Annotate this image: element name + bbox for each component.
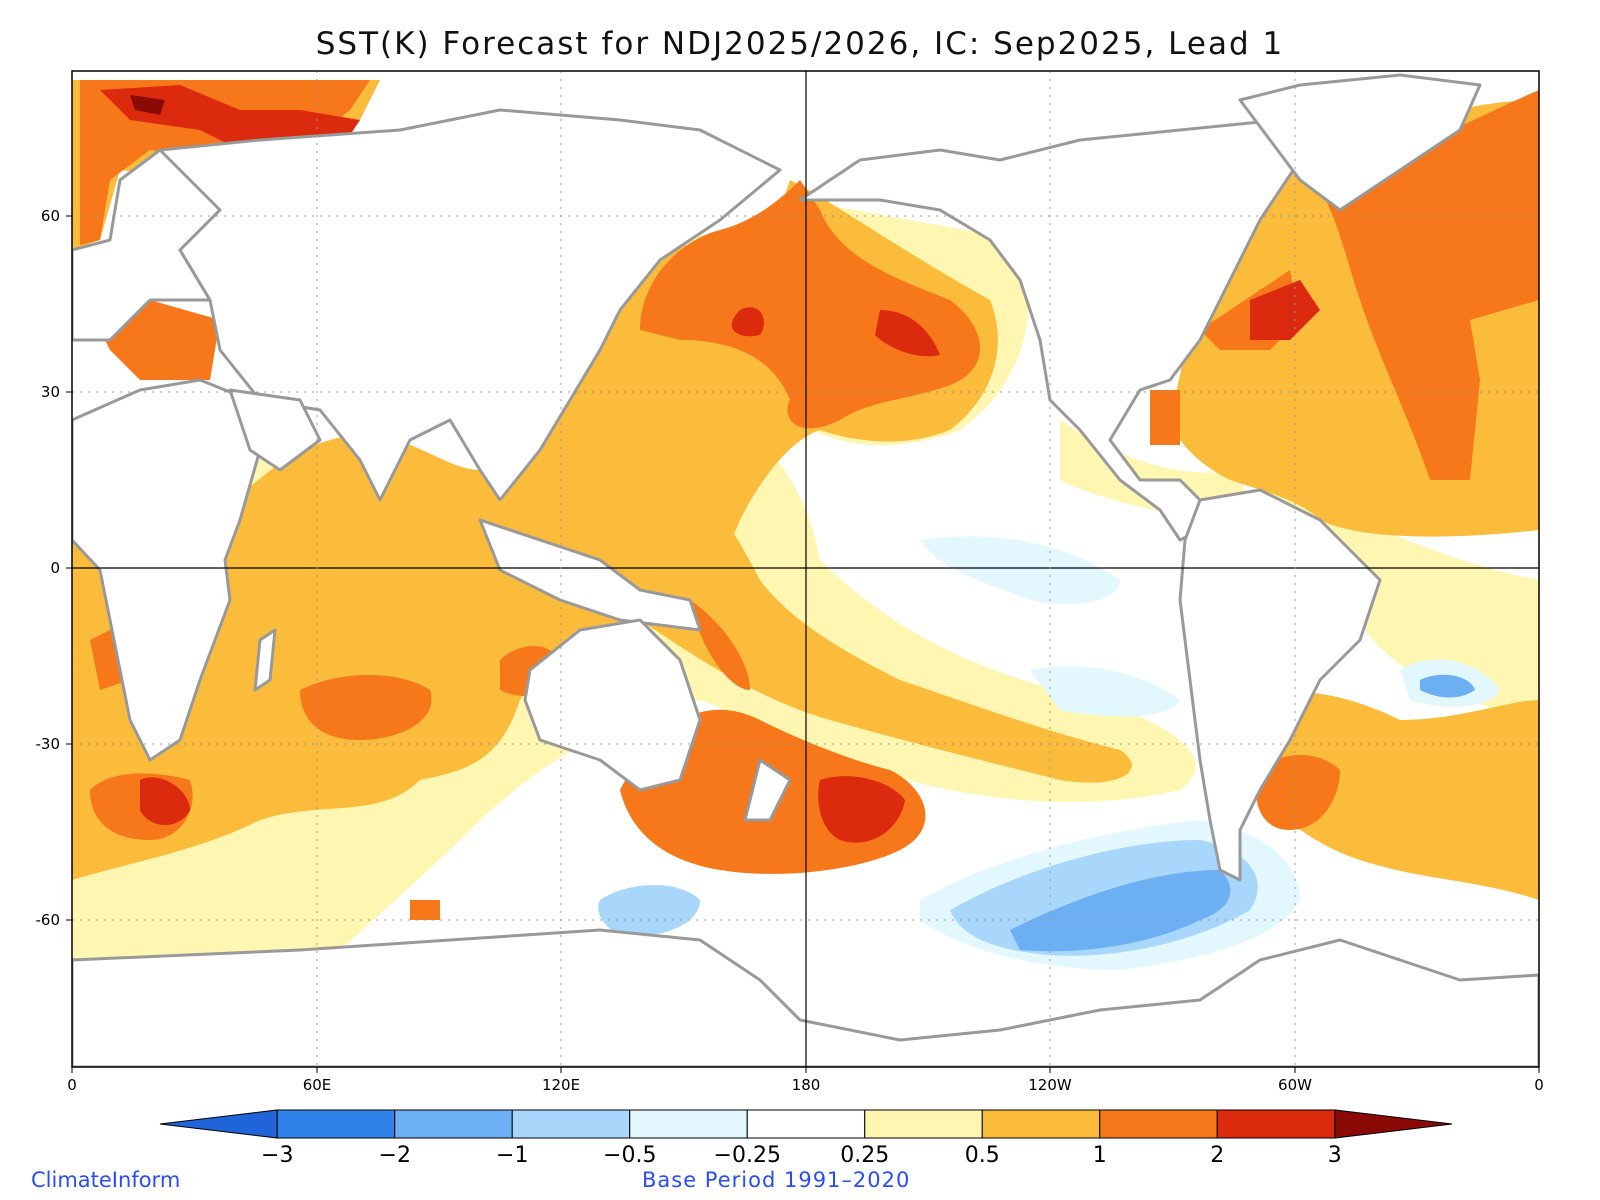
colorbar-label: −0.25: [714, 1143, 781, 1168]
colorbar-label: −2: [379, 1143, 411, 1168]
colorbar-arrow-high: [1334, 1109, 1453, 1139]
lon-axis: 0 60E 120E 180 120W 60W 0: [67, 1067, 1544, 1094]
lon-tick-label: 60E: [303, 1076, 332, 1094]
colorbar-label: 1: [1093, 1143, 1107, 1168]
colorbar-swatch: [394, 1109, 513, 1139]
map-title: SST(K) Forecast for NDJ2025/2026, IC: Se…: [315, 26, 1285, 62]
lat-axis: 60 30 0 -30 -60: [36, 207, 72, 929]
colorbar-label: 2: [1210, 1143, 1224, 1168]
colorbar-swatch: [746, 1109, 866, 1139]
colorbar: −3 −2 −1 −0.5 −0.25 0.25 0.5 1 2 3: [159, 1109, 1453, 1168]
colorbar-swatch: [276, 1109, 396, 1139]
base-period-label: Base Period 1991–2020: [642, 1168, 911, 1192]
colorbar-label: −0.5: [603, 1143, 656, 1168]
colorbar-label: 0.25: [840, 1143, 889, 1168]
lon-tick-label: 60W: [1278, 1076, 1312, 1094]
colorbar-label: −1: [496, 1143, 528, 1168]
lon-tick-label: 120W: [1028, 1076, 1072, 1094]
colorbar-label: 3: [1328, 1143, 1342, 1168]
gridlines: [72, 71, 1539, 1067]
colorbar-swatch: [629, 1109, 748, 1139]
colorbar-swatch: [1099, 1109, 1218, 1139]
lon-tick-label: 120E: [542, 1076, 580, 1094]
colorbar-swatch: [864, 1109, 983, 1139]
credit-label: ClimateInform: [31, 1168, 181, 1192]
colorbar-arrow-low: [159, 1109, 278, 1139]
colorbar-swatch: [1216, 1109, 1336, 1139]
lon-tick-label: 180: [792, 1076, 821, 1094]
colorbar-swatch: [981, 1109, 1101, 1139]
landmasses: [72, 73, 1539, 1067]
colorbar-swatch: [511, 1109, 631, 1139]
lat-tick-label: 30: [41, 383, 60, 401]
lat-tick-label: 0: [50, 559, 60, 577]
lon-tick-label: 0: [67, 1076, 77, 1094]
colorbar-label: 0.5: [965, 1143, 1000, 1168]
lon-tick-label: 0: [1534, 1076, 1544, 1094]
lat-tick-label: -30: [36, 735, 61, 753]
lat-tick-label: -60: [36, 911, 61, 929]
colorbar-label: −3: [261, 1143, 293, 1168]
lat-tick-label: 60: [41, 207, 60, 225]
